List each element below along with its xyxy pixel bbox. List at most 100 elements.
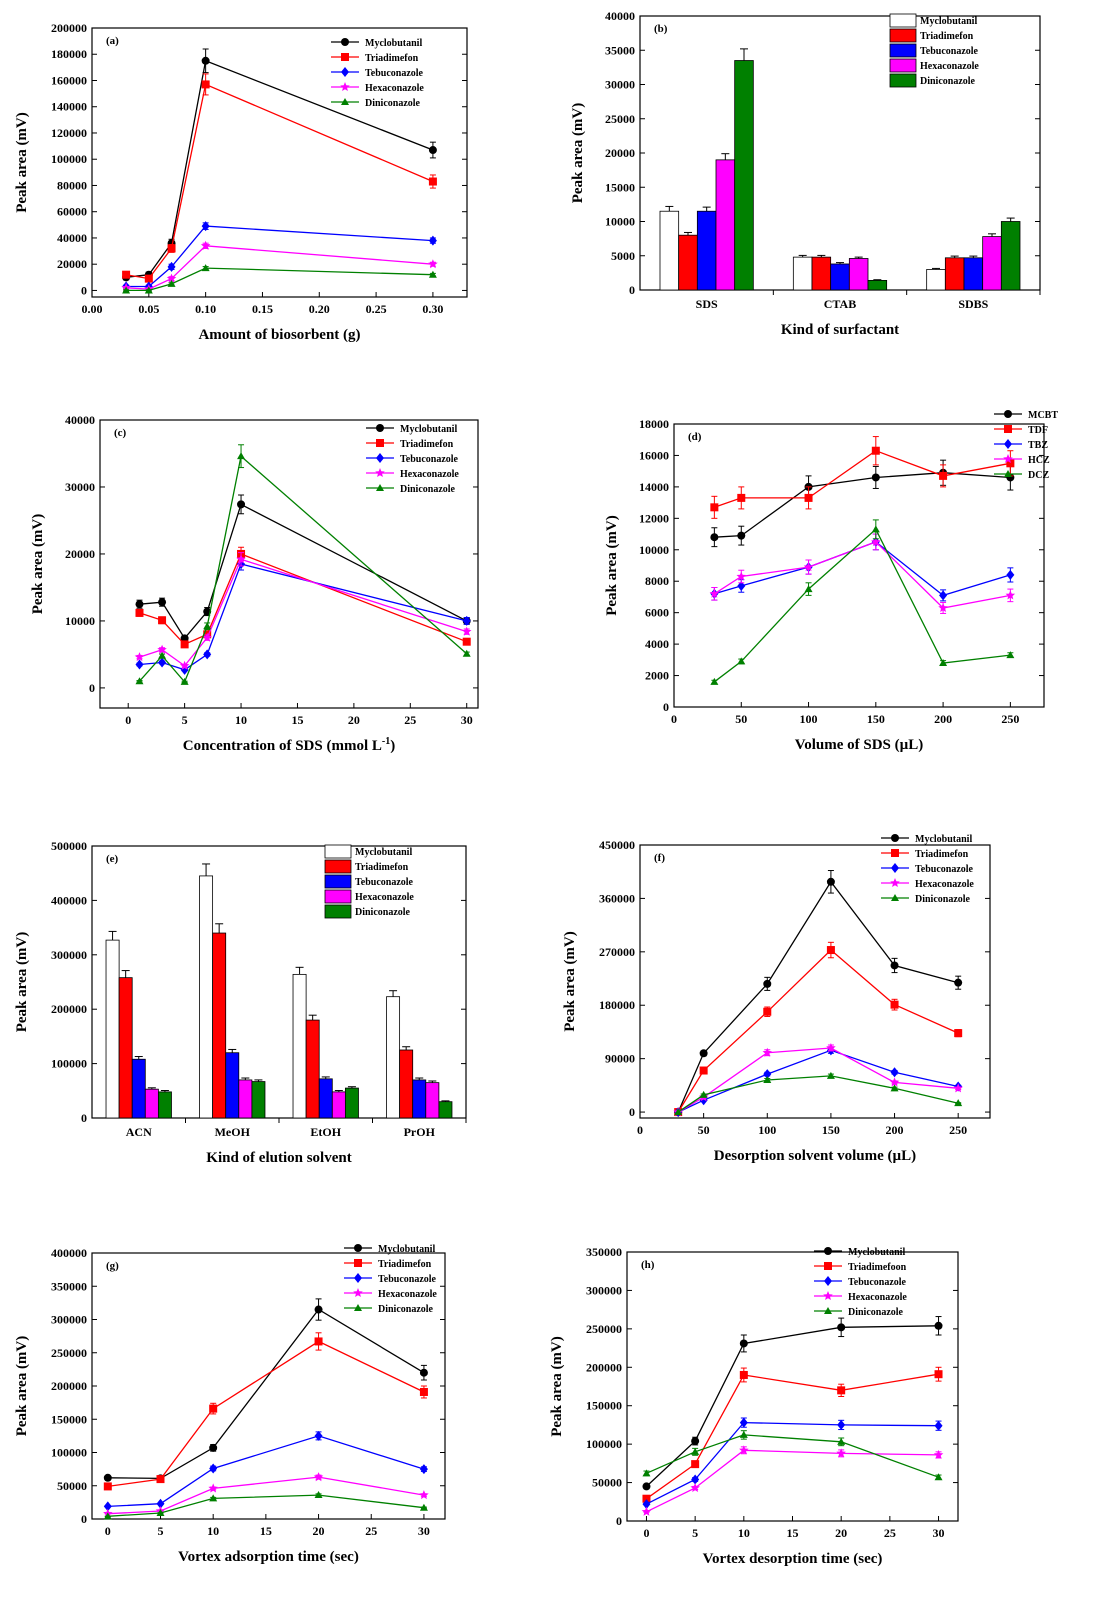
y-tick-label: 60000 bbox=[57, 205, 87, 219]
legend-marker bbox=[824, 1276, 832, 1286]
legend-marker bbox=[891, 849, 899, 857]
data-point bbox=[419, 1503, 428, 1511]
y-tick-label: 500000 bbox=[51, 839, 87, 853]
data-point bbox=[167, 279, 176, 287]
x-tick-label: 0.15 bbox=[252, 302, 273, 316]
legend-marker bbox=[341, 67, 349, 77]
bar bbox=[715, 159, 736, 291]
data-point bbox=[691, 1437, 700, 1446]
legend-label: MCBT bbox=[1028, 410, 1058, 421]
panel-f: 0 90000 180000 270000 360000 450000 0 50 100 150 2… bbox=[562, 834, 991, 1164]
data-point bbox=[1005, 590, 1016, 600]
y-tick-label: 2000 bbox=[645, 669, 669, 683]
legend-marker bbox=[891, 834, 899, 842]
data-point bbox=[135, 677, 144, 685]
bar bbox=[425, 1082, 440, 1119]
bar bbox=[734, 60, 754, 291]
data-point bbox=[736, 571, 746, 581]
data-point bbox=[419, 1490, 429, 1500]
y-tick-label: 30000 bbox=[65, 480, 95, 494]
data-point bbox=[201, 221, 210, 232]
series-line bbox=[677, 1075, 959, 1113]
category-label: MeOH bbox=[215, 1125, 251, 1139]
legend: Myclobutanil Triadimefoon Tebuconazole Hexa… bbox=[814, 1247, 907, 1318]
series-line bbox=[107, 1435, 425, 1508]
data-point bbox=[428, 235, 437, 246]
y-tick-label: 0 bbox=[616, 1514, 622, 1528]
data-point bbox=[889, 1077, 900, 1087]
legend-label: Diniconazole bbox=[920, 76, 976, 87]
series-line bbox=[646, 1421, 939, 1505]
y-tick-label: 80000 bbox=[57, 178, 87, 192]
series-triadimefon bbox=[122, 73, 437, 283]
data-point bbox=[201, 264, 210, 272]
data-point bbox=[103, 1512, 112, 1520]
data-point bbox=[462, 626, 472, 636]
y-tick-label: 200000 bbox=[51, 1379, 87, 1393]
legend-label: Diniconazole bbox=[915, 894, 971, 905]
bar bbox=[944, 257, 965, 291]
x-axis-title: Amount of biosorbent (g) bbox=[198, 327, 360, 343]
series-triadimefoon bbox=[642, 1366, 943, 1503]
data-point bbox=[428, 177, 437, 186]
data-point bbox=[135, 608, 144, 617]
legend-swatch bbox=[324, 844, 352, 859]
data-point bbox=[209, 1494, 218, 1502]
x-axis-title-text: Vortex adsorption time (sec) bbox=[178, 1549, 359, 1565]
legend-marker bbox=[341, 98, 349, 105]
legend-label: Myclobutanil bbox=[378, 1244, 435, 1255]
bar bbox=[157, 1091, 172, 1119]
bar bbox=[212, 932, 227, 1119]
data-point bbox=[1006, 651, 1015, 659]
legend-label: TDF bbox=[1028, 425, 1048, 436]
plot-frame bbox=[91, 27, 468, 298]
bar bbox=[318, 1078, 333, 1119]
series-line bbox=[677, 1049, 959, 1113]
series-line bbox=[107, 1494, 424, 1517]
data-point bbox=[938, 603, 948, 612]
y-tick-label: 250000 bbox=[51, 1346, 87, 1360]
data-point bbox=[209, 1443, 218, 1452]
plot-frame bbox=[626, 1251, 959, 1522]
y-tick-label: 400000 bbox=[51, 1246, 87, 1260]
legend-marker bbox=[376, 453, 384, 463]
y-tick-label: 0 bbox=[81, 1512, 87, 1526]
data-point bbox=[826, 946, 835, 955]
series-tbz bbox=[710, 533, 1015, 602]
y-tick-label: 15000 bbox=[605, 180, 635, 194]
data-point bbox=[236, 554, 246, 564]
legend-label: Hexaconazole bbox=[355, 892, 414, 903]
panel-b: 0 5000 10000 15000 20000 25000 30000 35000 40000… bbox=[570, 9, 1041, 338]
x-tick-label: 0.30 bbox=[422, 302, 443, 316]
y-tick-label: 180000 bbox=[51, 47, 87, 61]
x-axis-title-text: Vortex desorption time (sec) bbox=[703, 1551, 883, 1567]
x-axis-title: Concentration of SDS (mmol L-1) bbox=[183, 736, 396, 754]
bar bbox=[848, 258, 869, 291]
series-hcz bbox=[709, 533, 1016, 614]
legend-label: Tebuconazole bbox=[378, 1274, 437, 1285]
x-tick-label: 50 bbox=[735, 712, 747, 726]
y-tick-label: 6000 bbox=[645, 606, 669, 620]
data-point bbox=[763, 979, 772, 988]
y-tick-label: 16000 bbox=[639, 448, 669, 462]
series-diniconazole bbox=[135, 444, 471, 685]
x-tick-label: 15 bbox=[787, 1526, 799, 1540]
series-triadimefon bbox=[135, 546, 471, 649]
data-point bbox=[804, 493, 813, 502]
data-point bbox=[314, 1491, 323, 1499]
legend-label: Tebuconazole bbox=[400, 454, 459, 465]
y-tick-label: 350000 bbox=[586, 1245, 622, 1259]
plot-frame bbox=[639, 844, 991, 1119]
y-tick-label: 40000 bbox=[605, 9, 635, 23]
data-point bbox=[699, 1049, 708, 1058]
y-tick-label: 50000 bbox=[592, 1476, 622, 1490]
bar bbox=[1000, 221, 1021, 291]
data-point bbox=[419, 1464, 428, 1475]
x-axis-title-text: Concentration of SDS (mmol L bbox=[183, 738, 382, 754]
bar bbox=[792, 256, 813, 291]
data-point bbox=[691, 1447, 700, 1455]
y-tick-label: 350000 bbox=[51, 1279, 87, 1293]
series-line bbox=[677, 1047, 959, 1113]
data-point bbox=[642, 1494, 651, 1503]
